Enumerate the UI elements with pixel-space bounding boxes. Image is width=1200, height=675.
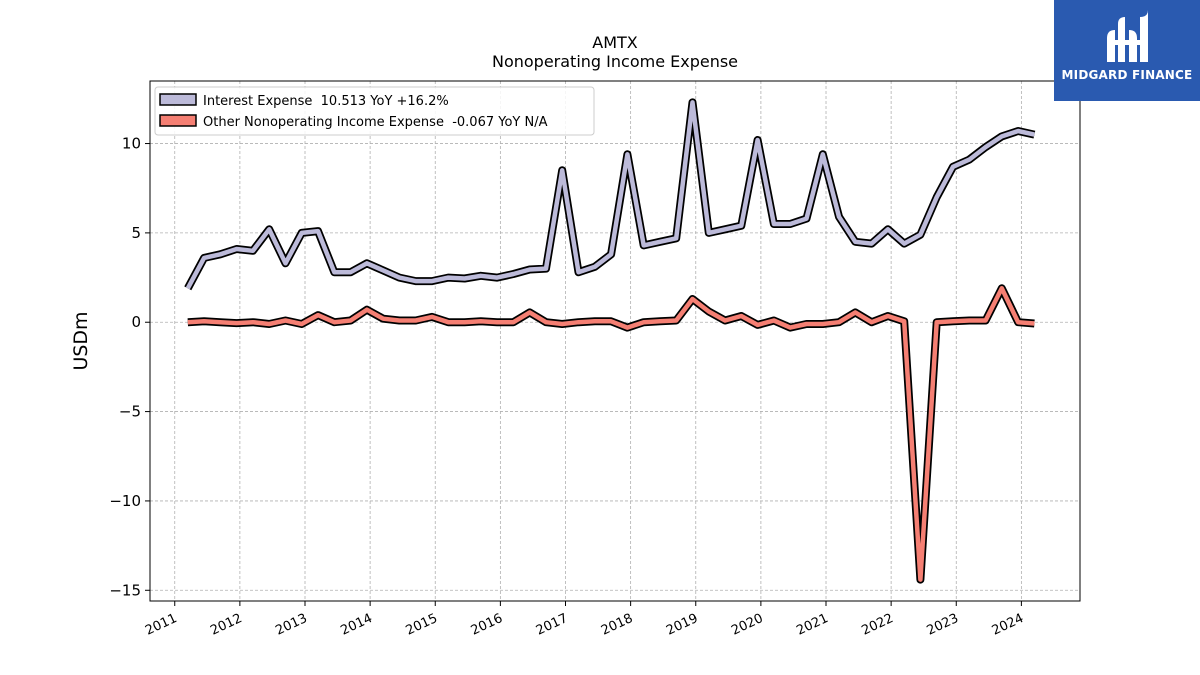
x-tick-label: 2012 <box>208 611 244 639</box>
series-layer <box>184 98 1036 584</box>
x-tick-label: 2019 <box>664 611 700 639</box>
x-tick-label: 2013 <box>273 611 309 639</box>
y-axis-label: USDm <box>70 311 92 370</box>
legend-box <box>154 86 595 136</box>
x-tick-label: 2014 <box>338 611 374 639</box>
series-line-1 <box>187 286 1035 582</box>
x-tick-label: 2011 <box>143 611 179 639</box>
logo-text: MIDGARD FINANCE <box>1061 68 1193 82</box>
y-tick-label: −10 <box>109 492 141 510</box>
y-tick-label: 0 <box>131 313 141 331</box>
legend: Interest Expense 10.513 YoY +16.2% Other… <box>154 86 595 136</box>
y-tick-label: −15 <box>109 581 141 599</box>
legend-label-other-nonoperating: Other Nonoperating Income Expense -0.067… <box>203 115 548 130</box>
chart-title: AMTX <box>592 33 638 52</box>
x-tick-label: 2021 <box>794 611 830 639</box>
x-tick-label: 2024 <box>990 611 1026 639</box>
x-tick-label: 2016 <box>469 611 505 639</box>
series-line-0 <box>185 100 1035 290</box>
x-tick-label: 2015 <box>404 611 440 639</box>
x-tick-label: 2022 <box>859 611 895 639</box>
grid-layer <box>150 81 1080 601</box>
logo-mark-icon <box>1107 10 1148 62</box>
x-tick-label: 2017 <box>534 611 570 639</box>
x-tick-label: 2018 <box>599 611 635 639</box>
legend-label-interest-expense: Interest Expense 10.513 YoY +16.2% <box>203 94 449 109</box>
plot-frame <box>149 80 1081 602</box>
y-tick-label: 10 <box>122 135 141 153</box>
x-tick-label: 2023 <box>925 611 961 639</box>
y-tick-label: 5 <box>131 224 141 242</box>
y-tick-label: −5 <box>119 403 141 421</box>
chart-subtitle: Nonoperating Income Expense <box>492 52 738 71</box>
midgard-finance-logo: MIDGARD FINANCE <box>1054 0 1200 101</box>
legend-swatch-interest-expense <box>159 93 197 106</box>
x-tick-label: 2020 <box>729 611 765 639</box>
series-outline-1 <box>187 284 1035 584</box>
legend-swatch-other-nonoperating <box>159 114 197 127</box>
